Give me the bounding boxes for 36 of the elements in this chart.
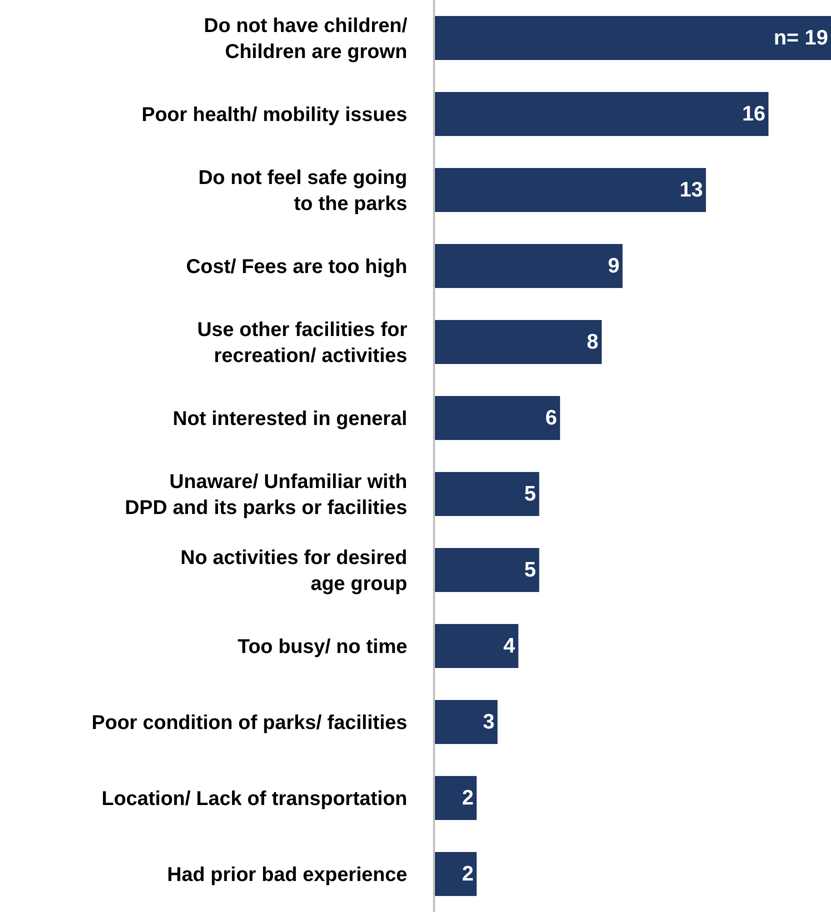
data-label: 6 [545,406,558,430]
data-label: 8 [586,330,599,354]
bar [435,396,560,440]
bar [435,700,498,744]
y-tick-label: Do not have children/ Children are grown [204,15,408,63]
y-tick-label: Unaware/ Unfamiliar with DPD and its parks or facilities [124,471,408,519]
data-label: 2 [462,786,474,810]
data-label: 2 [462,862,474,886]
bar [435,244,623,288]
y-tick-label: Too busy/ no time [238,636,408,658]
y-tick-label: Had prior bad experience [167,864,408,886]
data-label: n= 19 [774,26,828,50]
bar [435,92,768,136]
y-tick-label: Poor health/ mobility issues [142,104,408,126]
data-label: 5 [524,482,536,506]
y-tick-label: Poor condition of parks/ facilities [92,712,408,734]
data-label: 16 [742,102,766,126]
bar [435,548,540,592]
data-label: 9 [608,254,620,278]
bar [435,852,477,896]
bar [435,320,602,364]
data-label: 4 [503,634,516,658]
y-tick-label: No activities for desired age group [180,547,408,595]
bar [435,776,477,820]
y-tick-label: Use other facilities for recreation/ activities [197,319,408,367]
bar [435,624,518,668]
y-tick-label: Do not feel safe going to the parks [198,167,408,215]
data-label: 13 [680,178,703,202]
y-tick-label: Not interested in general [172,408,408,430]
y-tick-label: Cost/ Fees are too high [186,256,408,278]
bar [435,168,706,212]
data-label: 5 [524,558,536,582]
data-label: 3 [482,710,495,734]
y-tick-label: Location/ Lack of transportation [102,788,408,810]
bar [435,472,540,516]
bar [435,16,831,60]
